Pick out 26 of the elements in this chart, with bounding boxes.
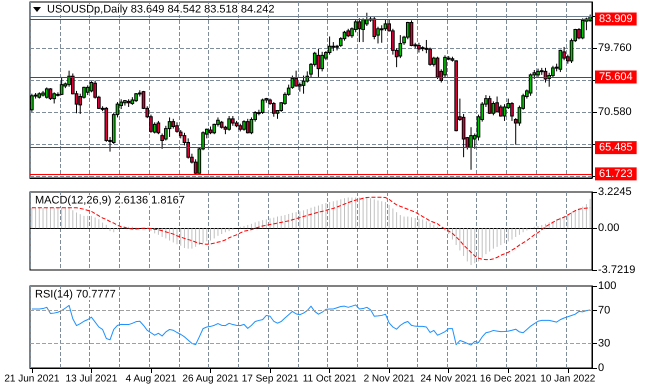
x-tick-label: 10 Jan 2022 — [540, 374, 596, 384]
y-tick-label: -3.7219 — [598, 264, 636, 276]
y-tick-label: 100 — [598, 280, 616, 292]
y-tick-label: 79.760 — [598, 42, 632, 54]
x-tick-label: 13 Jul 2021 — [66, 374, 118, 384]
y-tick-label: 3.2245 — [598, 186, 632, 198]
y-tick-label: 70.580 — [598, 106, 632, 118]
x-tick-label: 4 Aug 2021 — [126, 374, 177, 384]
chart-title: RSI(14) 70.7777 — [35, 288, 116, 300]
x-tick-label: 11 Oct 2021 — [302, 374, 357, 384]
y-tick-label: 0 — [598, 362, 604, 374]
ref-line-label: 83.909 — [599, 12, 633, 25]
chart-title: USOUSDp,Daily 83.649 84.542 83.518 84.242 — [47, 4, 274, 16]
ref-line-label: 61.723 — [599, 168, 633, 180]
y-tick-label: 30 — [598, 337, 610, 350]
x-tick-label: 16 Dec 2021 — [480, 374, 538, 384]
chart-title: MACD(12,26,9) 2.6136 1.8167 — [35, 194, 185, 206]
x-tick-label: 2 Nov 2021 — [364, 374, 416, 384]
ref-line-label: 65.485 — [599, 142, 633, 154]
x-tick-label: 21 Jun 2021 — [4, 374, 60, 384]
x-tick-label: 24 Nov 2021 — [420, 374, 478, 384]
ref-line-label: 75.604 — [599, 70, 633, 83]
y-tick-label: 70 — [598, 304, 610, 317]
x-tick-label: 26 Aug 2021 — [182, 374, 240, 384]
x-tick-label: 17 Sep 2021 — [242, 374, 299, 384]
y-tick-label: 0.00 — [598, 222, 620, 234]
